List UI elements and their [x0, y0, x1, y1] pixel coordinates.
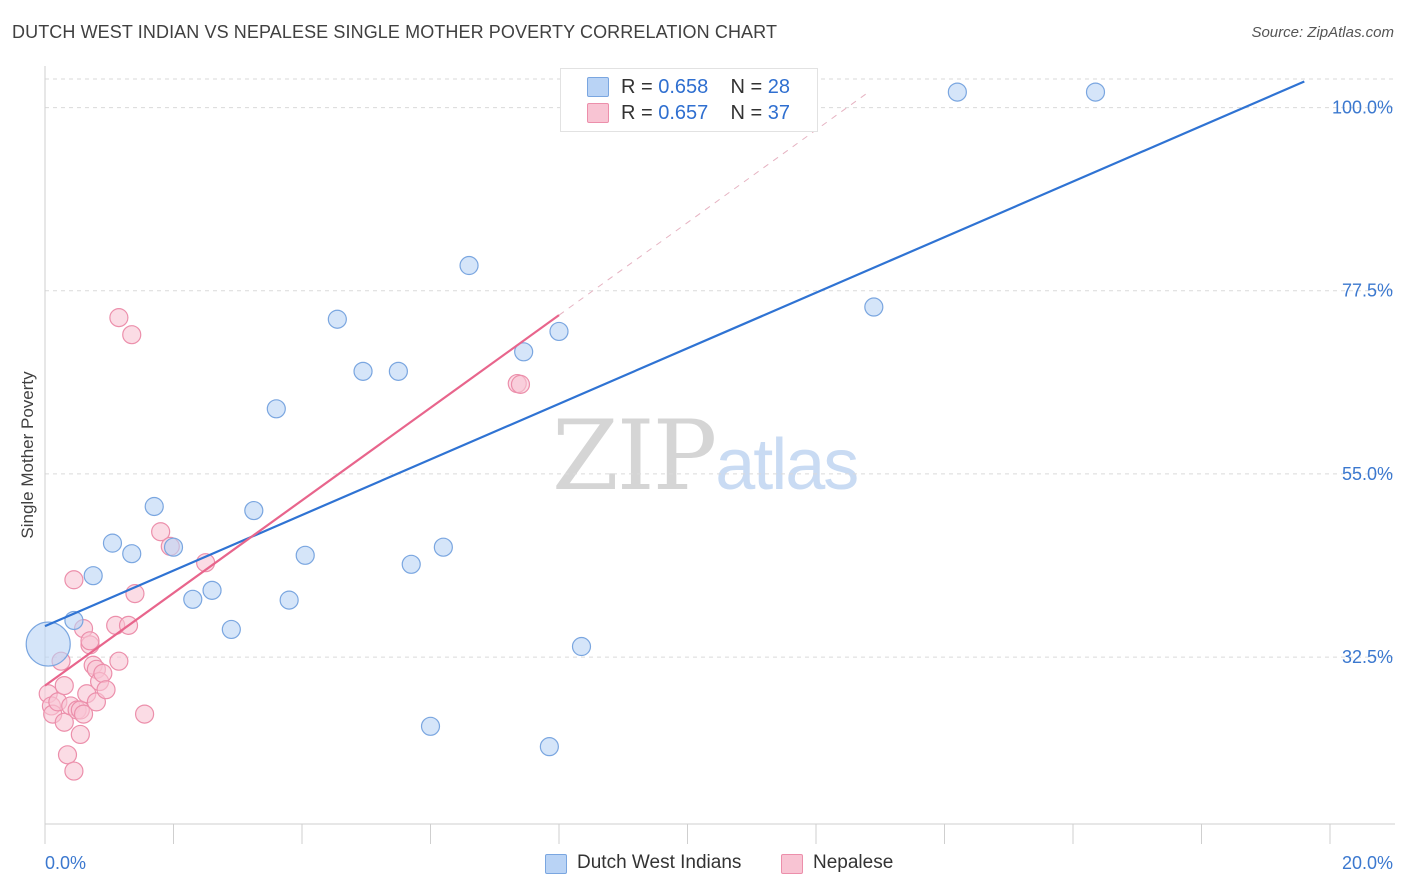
legend-label: Dutch West Indians — [577, 852, 742, 873]
legend-label: Nepalese — [813, 852, 894, 873]
watermark: ZIPatlas — [552, 400, 859, 512]
y-axis-label: Single Mother Poverty — [18, 371, 37, 539]
n-value: 28 — [767, 75, 791, 98]
point-nepalese — [93, 663, 113, 683]
point-nepalese — [70, 724, 90, 745]
point-dutch-west-indians — [25, 621, 71, 667]
watermark-zip: ZIP — [552, 400, 717, 512]
trend-line-dutch-west-indians — [44, 80, 1305, 628]
point-dutch-west-indians — [514, 342, 534, 362]
y-tick-label: 55.0% — [1342, 464, 1393, 484]
x-tick-label: 20.0% — [1342, 853, 1393, 873]
correlation-legend: R = 0.658 N = 28 R = 0.657 N = 37 — [560, 68, 818, 132]
point-nepalese — [96, 680, 116, 700]
point-dutch-west-indians — [388, 361, 408, 381]
point-dutch-west-indians — [202, 580, 222, 600]
point-nepalese — [134, 704, 155, 724]
point-dutch-west-indians — [244, 500, 264, 521]
point-dutch-west-indians — [549, 321, 569, 342]
legend-swatch-pink — [587, 103, 609, 123]
point-nepalese — [64, 761, 84, 781]
point-nepalese — [73, 704, 94, 724]
n-label: N = — [730, 101, 768, 124]
r-label: R = — [621, 75, 659, 98]
x-tick-label: 0.0% — [45, 853, 86, 873]
r-value: 0.657 — [658, 101, 709, 124]
point-dutch-west-indians — [83, 566, 103, 586]
n-value: 37 — [767, 101, 791, 124]
source-credit: Source: ZipAtlas.com — [1251, 24, 1394, 41]
point-nepalese — [64, 570, 84, 590]
r-label: R = — [621, 101, 659, 124]
point-nepalese — [151, 522, 171, 542]
point-dutch-west-indians — [266, 399, 286, 419]
point-dutch-west-indians — [571, 636, 592, 657]
n-label: N = — [730, 75, 768, 98]
y-tick-label: 100.0% — [1332, 98, 1393, 118]
point-dutch-west-indians — [295, 545, 315, 565]
watermark-atlas: atlas — [715, 425, 859, 505]
point-dutch-west-indians — [327, 309, 347, 329]
point-nepalese — [57, 745, 78, 765]
point-dutch-west-indians — [864, 297, 884, 317]
point-dutch-west-indians — [433, 537, 453, 557]
point-dutch-west-indians — [102, 533, 123, 553]
point-dutch-west-indians — [353, 361, 373, 381]
point-nepalese — [54, 712, 74, 732]
point-nepalese — [109, 651, 129, 671]
point-nepalese — [109, 308, 129, 328]
legend-swatch-pink — [781, 854, 803, 874]
r-value: 0.658 — [658, 75, 709, 98]
point-dutch-west-indians — [183, 589, 203, 609]
y-tick-label: 77.5% — [1342, 281, 1393, 301]
point-dutch-west-indians — [221, 619, 241, 640]
point-nepalese — [510, 374, 531, 394]
point-dutch-west-indians — [163, 537, 184, 557]
chart-title: DUTCH WEST INDIAN VS NEPALESE SINGLE MOT… — [12, 22, 778, 42]
legend-swatch-blue — [587, 77, 609, 97]
legend-swatch-blue — [545, 854, 567, 874]
point-nepalese — [122, 325, 142, 345]
y-tick-label: 32.5% — [1342, 647, 1393, 667]
point-dutch-west-indians — [401, 554, 421, 574]
point-dutch-west-indians — [144, 496, 164, 517]
point-nepalese — [54, 675, 74, 696]
point-dutch-west-indians — [279, 590, 299, 610]
point-dutch-west-indians — [539, 737, 559, 757]
point-dutch-west-indians — [1085, 82, 1106, 102]
point-dutch-west-indians — [947, 82, 967, 102]
point-dutch-west-indians — [459, 255, 479, 276]
trend-line-nepalese — [44, 314, 560, 687]
point-dutch-west-indians — [122, 544, 142, 564]
point-nepalese — [80, 631, 100, 651]
point-dutch-west-indians — [420, 716, 441, 736]
